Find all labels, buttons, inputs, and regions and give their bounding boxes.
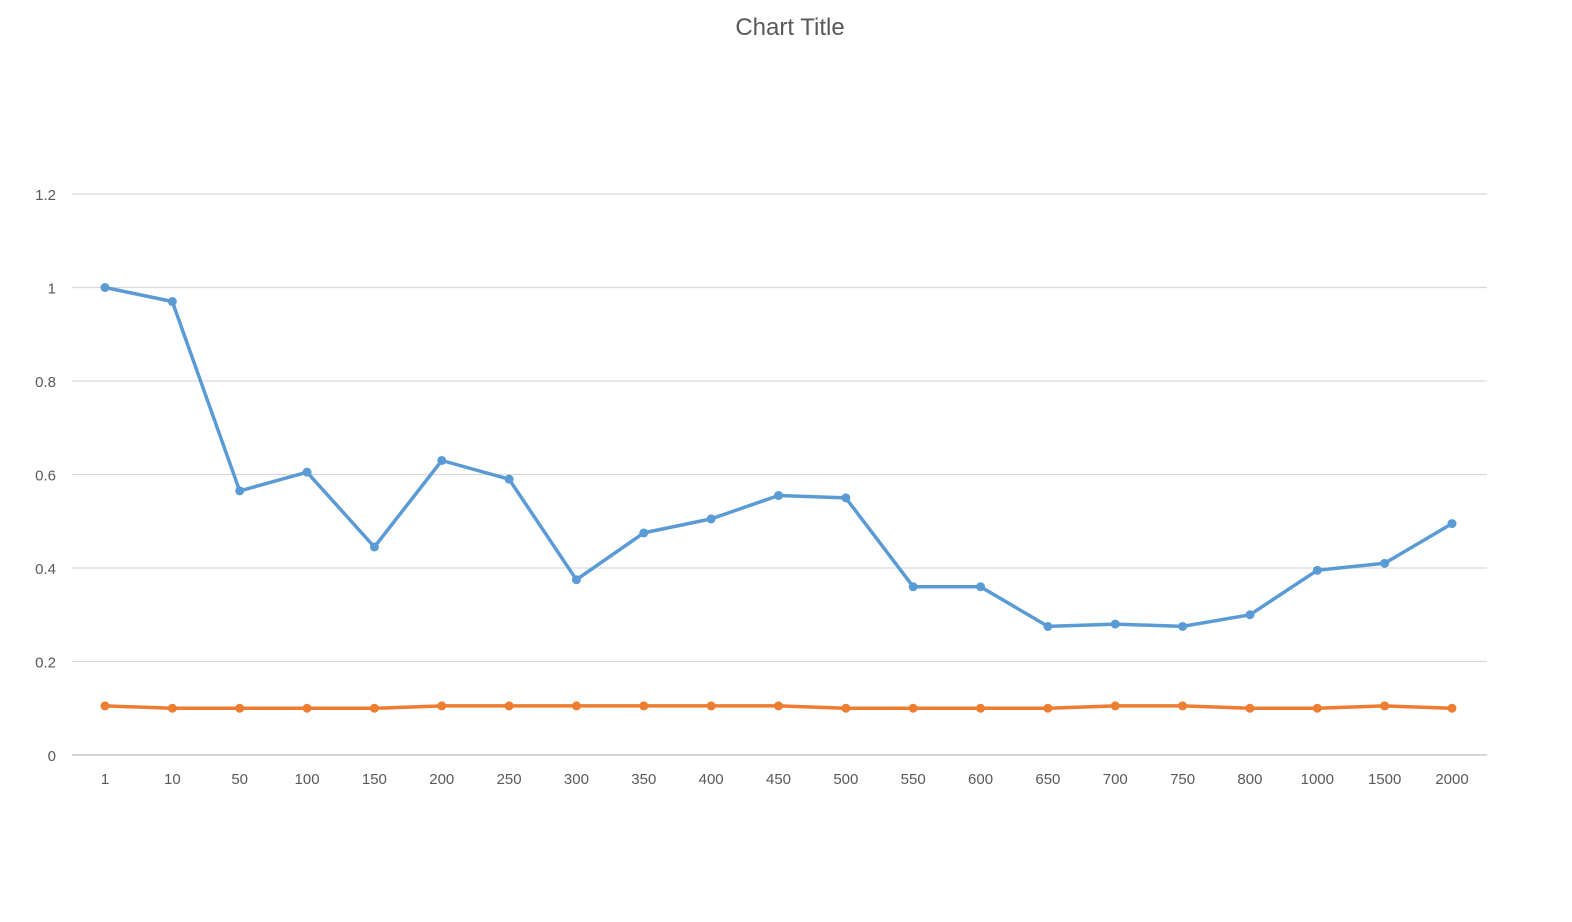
data-point: [774, 491, 783, 501]
chart-title: Chart Title: [735, 14, 845, 41]
data-point: [571, 575, 581, 585]
data-point: [235, 486, 245, 496]
x-tick-label: 450: [766, 771, 791, 788]
data-point: [571, 701, 581, 711]
x-tick-label: 150: [362, 771, 387, 788]
data-point: [100, 701, 110, 711]
data-point: [976, 582, 986, 592]
x-tick-label: 700: [1103, 771, 1128, 788]
x-tick-label: 350: [631, 771, 656, 788]
data-point: [167, 297, 177, 307]
x-tick-label: 100: [295, 771, 320, 788]
x-tick-label: 200: [429, 771, 454, 788]
data-point: [1447, 703, 1457, 713]
x-axis-tick-labels: 1 10 50 100 150 200 250 300 350 400 450 500 550 600 65…: [101, 771, 1469, 788]
data-point: [1178, 701, 1188, 711]
y-tick-label: 1: [48, 281, 56, 298]
data-point: [1447, 519, 1457, 529]
data-point: [302, 703, 312, 713]
x-tick-label: 1: [101, 771, 109, 788]
data-point: [302, 467, 312, 477]
data-point: [100, 283, 110, 292]
gridlines: [72, 193, 1487, 756]
x-tick-label: 750: [1170, 771, 1195, 788]
data-point: [841, 703, 851, 713]
data-point: [235, 703, 245, 713]
data-point: [976, 703, 986, 713]
x-tick-label: 650: [1035, 771, 1060, 788]
y-tick-label: 1.2: [35, 187, 56, 204]
y-tick-label: 0.8: [35, 374, 56, 391]
x-tick-label: 1500: [1368, 771, 1401, 788]
x-tick-label: 2000: [1435, 771, 1468, 788]
x-tick-label: 550: [901, 771, 926, 788]
x-tick-label: 250: [497, 771, 522, 788]
data-point: [639, 701, 649, 711]
data-point: [369, 542, 379, 552]
data-point: [1043, 621, 1053, 631]
data-point: [1312, 703, 1322, 713]
x-tick-label: 500: [833, 771, 858, 788]
y-tick-label: 0.4: [35, 561, 56, 578]
data-point: [1245, 703, 1255, 713]
data-point: [706, 701, 716, 711]
series-1: [100, 283, 1457, 631]
data-point: [841, 493, 851, 503]
data-point: [1245, 610, 1255, 620]
data-point: [437, 455, 447, 465]
x-tick-label: 800: [1237, 771, 1262, 788]
data-point: [774, 701, 783, 711]
data-point: [706, 514, 716, 524]
data-point: [369, 703, 379, 713]
data-point: [504, 701, 514, 711]
data-point: [504, 474, 514, 484]
data-point: [639, 528, 649, 538]
y-tick-label: 0.2: [35, 655, 56, 672]
data-point: [437, 701, 447, 711]
data-point: [1178, 621, 1188, 631]
x-tick-label: 10: [164, 771, 181, 788]
data-point: [167, 703, 177, 713]
data-point: [1312, 565, 1322, 575]
y-tick-label: 0.6: [35, 468, 56, 485]
data-point: [908, 703, 918, 713]
data-point: [1110, 619, 1120, 629]
x-tick-label: 400: [699, 771, 724, 788]
series-2: [100, 701, 1457, 713]
x-tick-label: 50: [231, 771, 248, 788]
series-lines: [100, 283, 1457, 713]
data-point: [908, 582, 918, 592]
data-point: [1380, 701, 1390, 711]
series-line: [103, 285, 1454, 629]
data-point: [1110, 701, 1120, 711]
x-tick-label: 300: [564, 771, 589, 788]
data-point: [1043, 703, 1053, 713]
x-tick-label: 1000: [1301, 771, 1334, 788]
x-tick-label: 600: [968, 771, 993, 788]
y-tick-label: 0: [48, 748, 56, 765]
data-point: [1380, 558, 1390, 568]
y-axis-tick-labels: 0 0.2 0.4 0.6 0.8 1 1.2: [35, 187, 56, 765]
